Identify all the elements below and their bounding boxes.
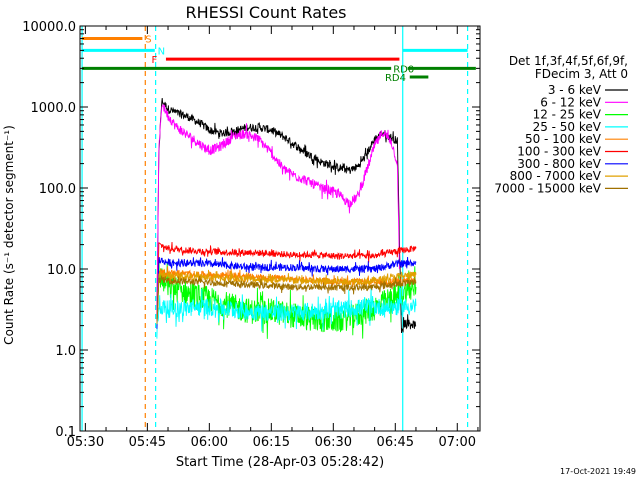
series-line-3 [156,287,417,339]
flag-label-rd0: RD0 [393,64,414,75]
series-line-1 [156,103,400,322]
x-tick-label: 06:00 [191,435,228,450]
legend-label: 3 - 6 keV [548,83,602,97]
legend-header: Det 1f,3f,4f,5f,6f,9f,FDecim 3, Att 0 [509,54,628,81]
x-tick-label: 06:30 [315,435,352,450]
y-tick-label: 10.0 [47,263,76,278]
x-tick-label: 05:30 [67,435,104,450]
x-tick-label: 07:00 [439,435,476,450]
legend-label: 25 - 50 keV [533,120,602,134]
x-tick-label: 05:45 [129,435,166,450]
axes-frame: 0.1 1.0 10.0 100.0 1000.0 10000.0 05:30 05:45 06… [22,20,481,450]
series-line-8 [156,274,417,320]
x-axis-label: Start Time (28-Apr-03 05:28:42) [176,455,384,470]
legend-label: 800 - 7000 keV [510,169,602,183]
plot-clip-group [81,26,469,431]
legend-label: 100 - 300 keV [517,145,601,159]
footer-timestamp: 17-Oct-2021 19:49 [560,467,636,476]
legend-header-line: Det 1f,3f,4f,5f,6f,9f, [509,54,628,68]
legend-label: 6 - 12 keV [540,95,602,109]
legend-header-line: FDecim 3, Att 0 [535,67,628,81]
series-line-2 [156,256,417,339]
series-line-5 [156,241,417,324]
legend-label: 7000 - 15000 keV [494,181,601,195]
flag-label-n: N [158,46,165,57]
x-tick-label: 06:15 [253,435,290,450]
x-tick-label: 06:45 [377,435,414,450]
y-tick-label: 1000.0 [31,101,77,116]
series-line-6 [156,256,417,329]
flag-label-s: S [145,35,151,46]
legend-label: 12 - 25 keV [533,108,602,122]
series-line-7 [156,269,417,325]
flag-label-f: F [151,55,157,66]
y-axis-label: Count Rate (s⁻¹ detector segment⁻¹) [2,125,16,345]
legend-label: 300 - 800 keV [517,157,601,171]
y-tick-label: 100.0 [39,182,76,197]
flag-label-rd4: RD4 [385,73,406,84]
y-tick-label: 10000.0 [22,20,76,35]
legend-label: 50 - 100 keV [525,132,602,146]
plot-border [79,25,481,432]
series-line-0 [156,98,417,334]
chart-title: RHESSI Count Rates [186,3,347,22]
y-tick-label: 1.0 [55,344,76,359]
y-tick-label: 0.1 [55,425,76,440]
